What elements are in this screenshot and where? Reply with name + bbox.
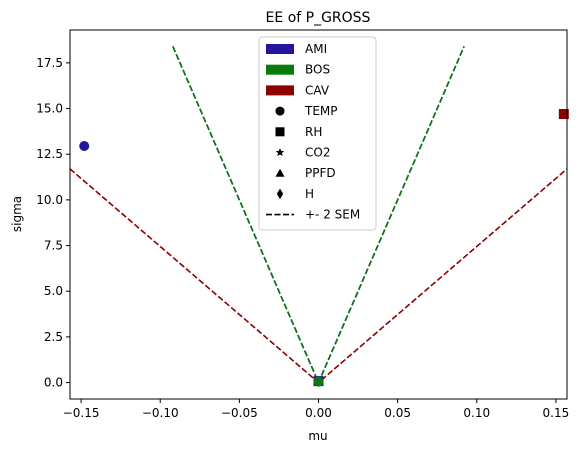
data-points: [79, 109, 569, 387]
y-tick-label: 5.0: [44, 284, 63, 298]
legend-marker-h: [276, 188, 284, 200]
legend-label: CAV: [305, 83, 330, 97]
point-ami-temp: [79, 140, 90, 151]
legend-marker-rh: [275, 127, 285, 137]
x-tick-label: 0.10: [463, 406, 490, 420]
x-tick-label: −0.05: [221, 406, 258, 420]
point-bos-temp: [313, 376, 324, 387]
y-tick-label: 0.0: [44, 376, 63, 390]
y-axis-label: sigma: [10, 196, 24, 232]
legend-swatch-cav: [266, 85, 294, 96]
x-tick-label: 0.00: [305, 406, 332, 420]
point-cav-rh: [558, 109, 569, 120]
legend-swatch-ami: [266, 44, 294, 54]
legend-marker-ppfd: [275, 168, 285, 177]
legend: AMI BOS CAV TEMP RH CO2 PPFD H +- 2 SEM: [258, 36, 377, 231]
chart-title: EE of P_GROSS: [266, 10, 371, 26]
x-tick-label: 0.15: [543, 406, 570, 420]
legend-marker-co2: [275, 148, 285, 157]
y-tick-label: 10.0: [36, 193, 63, 207]
y-tick-label: 15.0: [36, 102, 63, 116]
x-tick-label: −0.10: [142, 406, 179, 420]
y-axis-ticks: 0.0 2.5 5.0 7.5 10.0 12.5 15.0 17.5: [36, 56, 70, 390]
legend-label: CO2: [305, 146, 330, 160]
x-tick-label: 0.05: [384, 406, 411, 420]
legend-label: AMI: [305, 42, 327, 56]
y-tick-label: 2.5: [44, 330, 63, 344]
legend-label: H: [305, 187, 314, 201]
legend-label: TEMP: [304, 104, 338, 118]
legend-label: BOS: [305, 63, 330, 77]
legend-label: RH: [305, 125, 322, 139]
y-tick-label: 12.5: [36, 147, 63, 161]
x-tick-label: −0.15: [63, 406, 100, 420]
legend-box: [258, 36, 377, 231]
y-tick-label: 7.5: [44, 239, 63, 253]
y-tick-label: 17.5: [36, 56, 63, 70]
legend-swatch-bos: [266, 64, 294, 75]
legend-marker-temp: [275, 106, 285, 116]
legend-label: +- 2 SEM: [305, 208, 360, 222]
legend-label: PPFD: [305, 166, 336, 180]
x-axis-ticks: −0.15 −0.10 −0.05 0.00 0.05 0.10 0.15: [63, 399, 570, 420]
x-axis-label: mu: [308, 429, 327, 443]
